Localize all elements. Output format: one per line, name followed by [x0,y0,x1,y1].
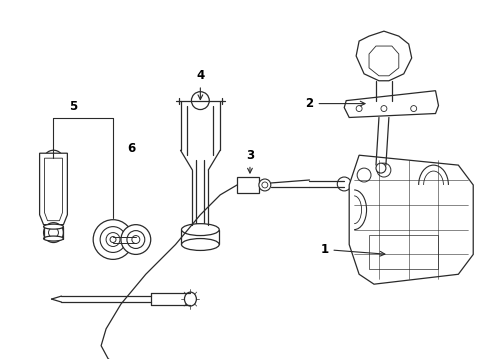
Ellipse shape [184,292,196,306]
Circle shape [192,92,209,109]
Text: 5: 5 [69,100,77,113]
Circle shape [377,163,391,177]
Circle shape [356,105,362,112]
Circle shape [259,179,271,191]
Ellipse shape [44,236,63,241]
Polygon shape [356,31,412,81]
Circle shape [44,223,63,243]
Circle shape [357,168,371,182]
Circle shape [376,163,386,173]
Text: 6: 6 [127,142,135,155]
Text: 3: 3 [246,149,254,173]
Circle shape [337,177,351,191]
Ellipse shape [181,239,219,251]
Bar [237,177,259,193]
Text: 2: 2 [305,97,365,110]
Circle shape [132,235,140,243]
Circle shape [127,231,145,248]
Text: 4: 4 [196,69,204,100]
Circle shape [110,237,116,243]
Circle shape [100,227,126,252]
Polygon shape [40,153,68,225]
Bar [369,235,439,269]
Text: 1: 1 [320,243,385,256]
Polygon shape [45,158,62,221]
Circle shape [106,233,120,247]
Circle shape [93,220,133,260]
Ellipse shape [44,224,63,229]
Circle shape [262,182,268,188]
Circle shape [49,228,58,238]
Polygon shape [349,155,473,284]
Ellipse shape [181,224,219,235]
Circle shape [44,150,63,170]
Circle shape [121,225,151,255]
Circle shape [381,105,387,112]
Circle shape [411,105,416,112]
Polygon shape [369,46,399,76]
Polygon shape [344,91,439,117]
Circle shape [49,155,58,165]
